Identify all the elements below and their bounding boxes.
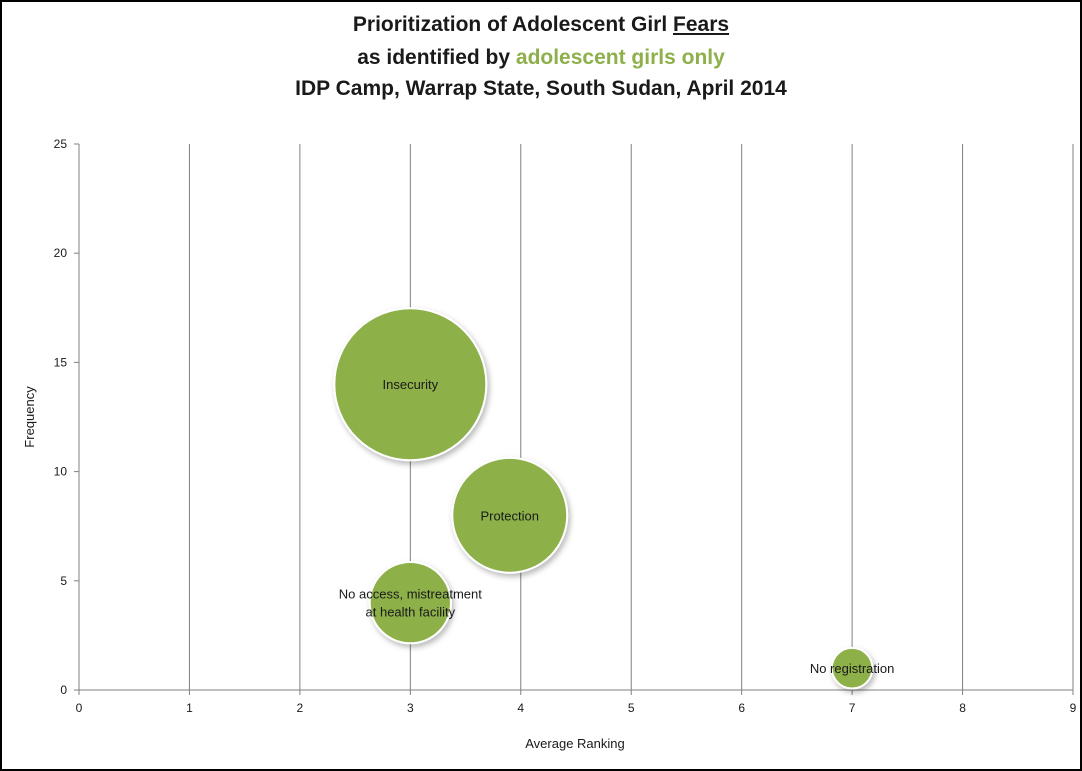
axes	[74, 143, 1074, 695]
y-tick-label-15: 15	[54, 355, 68, 369]
title-line2-text: as identified by	[357, 46, 516, 69]
x-tick-label-4: 4	[517, 701, 524, 715]
x-axis-tick-labels: 0 1 2 3 4 5 6 7 8 9	[76, 701, 1077, 715]
bubble-2	[368, 561, 452, 645]
x-axis-label: Average Ranking	[525, 736, 625, 751]
bubbles	[333, 307, 874, 690]
x-tick-label-2: 2	[297, 701, 304, 715]
y-axis-label: Frequency	[22, 386, 37, 448]
bubble-label-2-line-1: at health facility	[366, 605, 456, 620]
bubble-3	[830, 646, 874, 690]
title-line1-underlined: Fears	[673, 13, 730, 36]
x-tick-label-3: 3	[407, 701, 414, 715]
vertical-gridlines	[188, 144, 1074, 690]
x-tick-label-9: 9	[1070, 701, 1077, 715]
x-tick-label-5: 5	[628, 701, 635, 715]
bubble-label-2-line-0: No access, mistreatment	[339, 587, 482, 602]
chart-title-line1: Prioritization of Adolescent Girl Fears	[0, 10, 1082, 40]
bubble-1	[451, 456, 569, 574]
title-line2-highlight: adolescent girls only	[515, 46, 725, 69]
chart-title-line2: as identified by adolescent girls only	[0, 43, 1082, 73]
x-tick-label-6: 6	[738, 701, 745, 715]
x-tick-label-7: 7	[849, 701, 856, 715]
x-tick-label-8: 8	[959, 701, 966, 715]
chart-title-line3: IDP Camp, Warrap State, South Sudan, Apr…	[295, 77, 787, 100]
y-axis-tick-labels: 0 5 10 15 20 25	[54, 137, 68, 697]
y-tick-label-0: 0	[60, 683, 67, 697]
bubble-labels: Insecurity Protection No access, mistreatm…	[339, 377, 895, 676]
bubble-label-0-line-0: Insecurity	[383, 377, 439, 392]
bubble-0	[333, 307, 488, 462]
bubble-label-1-line-0: Protection	[480, 508, 539, 523]
y-tick-label-10: 10	[54, 465, 68, 479]
x-tick-label-1: 1	[186, 701, 193, 715]
title-line1-text: Prioritization of Adolescent Girl	[352, 13, 674, 36]
x-tick-label-0: 0	[76, 701, 83, 715]
y-tick-label-20: 20	[54, 246, 68, 260]
bubble-label-3-line-0: No registration	[810, 661, 895, 676]
y-tick-label-25: 25	[54, 137, 68, 151]
y-tick-label-5: 5	[60, 574, 67, 588]
